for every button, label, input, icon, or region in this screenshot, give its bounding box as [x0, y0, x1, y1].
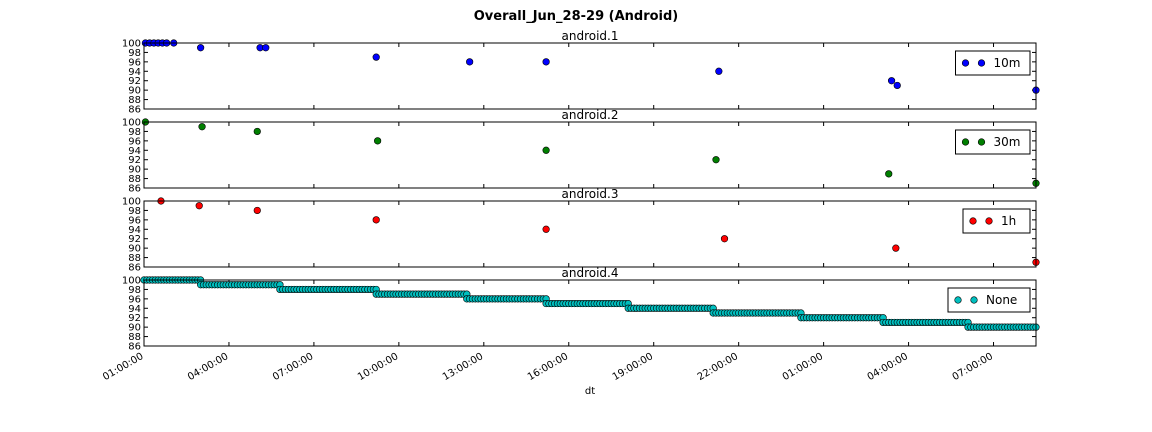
- panel-title: android.1: [562, 29, 619, 43]
- data-point: [253, 206, 261, 215]
- data-point: [197, 44, 205, 52]
- y-tick-label: 96: [128, 136, 141, 147]
- legend-marker: [985, 217, 993, 225]
- data-point: [372, 53, 380, 61]
- y-tick-label: 98: [128, 206, 141, 217]
- data-point: [198, 123, 206, 131]
- plot-frame: [143, 121, 1037, 189]
- x-tick-label: 22:00:00: [696, 351, 740, 383]
- panel-title: android.2: [562, 108, 619, 122]
- legend-box: [947, 287, 1031, 313]
- data-point: [466, 58, 474, 66]
- legend-marker: [977, 138, 986, 146]
- y-tick-label: 86: [128, 105, 141, 116]
- panel-title: android.3: [562, 187, 619, 201]
- legend-label: 30m: [994, 135, 1021, 149]
- legend: None: [947, 287, 1031, 313]
- data-point: [720, 235, 729, 243]
- x-axis: 01:00:00 04:00:00 07:00:00 10:00:00 13:00:00…: [101, 351, 995, 383]
- x-tick-label: 04:00:00: [186, 351, 230, 383]
- legend-marker: [961, 59, 970, 67]
- y-tick-label: 90: [128, 86, 141, 97]
- y-tick-label: 100: [122, 276, 141, 287]
- plot-frame: [143, 42, 1037, 110]
- x-axis-label: dt: [585, 386, 595, 397]
- x-tick-label: 13:00:00: [441, 351, 485, 383]
- data-point: [542, 146, 550, 154]
- legend: 1h: [962, 208, 1031, 234]
- y-tick-label: 88: [128, 174, 141, 185]
- data-point: [542, 225, 550, 233]
- legend-marker: [969, 217, 977, 225]
- y-tick-label: 100: [122, 39, 141, 50]
- data-point: [372, 216, 380, 224]
- y-tick-label: 92: [128, 155, 141, 166]
- y-tick-label: 94: [128, 225, 141, 236]
- y-tick-label: 92: [128, 76, 141, 87]
- x-tick-label: 16:00:00: [526, 351, 570, 383]
- y-tick-label: 86: [128, 263, 141, 274]
- y-tick-label: 94: [128, 146, 141, 157]
- y-tick-label: 92: [128, 234, 141, 245]
- legend: 30m: [955, 129, 1031, 155]
- legend-marker: [977, 59, 986, 67]
- y-tick-label: 90: [128, 323, 141, 334]
- y-tick-label: 96: [128, 294, 141, 305]
- y-tick-label: 96: [128, 215, 141, 226]
- y-tick-label: 86: [128, 342, 141, 353]
- data-point: [712, 156, 720, 164]
- data-point: [374, 137, 382, 145]
- legend-label: 1h: [1001, 214, 1016, 228]
- legend-marker: [970, 296, 978, 304]
- figure-title: Overall_Jun_28-29 (Android): [474, 9, 679, 24]
- data-point: [262, 44, 270, 52]
- x-tick-label: 04:00:00: [866, 351, 910, 383]
- x-tick-label: 19:00:00: [611, 351, 655, 383]
- legend-label: None: [986, 293, 1017, 307]
- x-tick-label: 07:00:00: [951, 351, 995, 383]
- y-tick-label: 88: [128, 332, 141, 343]
- y-tick-label: 90: [128, 165, 141, 176]
- data-point: [542, 58, 550, 66]
- x-tick-label: 01:00:00: [781, 351, 825, 383]
- x-tick-label: 10:00:00: [356, 351, 400, 383]
- data-point: [892, 244, 900, 252]
- legend-label: 10m: [994, 56, 1021, 70]
- legend-marker: [954, 296, 962, 304]
- data-point: [893, 81, 901, 90]
- y-tick-label: 98: [128, 48, 141, 59]
- plot-frame: [143, 200, 1037, 268]
- y-tick-label: 98: [128, 285, 141, 296]
- y-tick-label: 88: [128, 95, 141, 106]
- panel-title: android.4: [562, 266, 619, 280]
- y-tick-label: 92: [128, 313, 141, 324]
- y-tick-label: 100: [122, 197, 141, 208]
- x-tick-label: 01:00:00: [101, 351, 145, 383]
- panels: android.18688909294969810010mandroid.286…: [122, 29, 1040, 353]
- y-tick-label: 90: [128, 244, 141, 255]
- data-point: [885, 170, 893, 178]
- y-tick-label: 94: [128, 304, 141, 315]
- y-tick-label: 98: [128, 127, 141, 138]
- data-point: [715, 67, 723, 75]
- y-tick-label: 86: [128, 184, 141, 195]
- y-tick-label: 96: [128, 57, 141, 68]
- data-point: [253, 127, 261, 136]
- data-point: [887, 77, 896, 85]
- plot-frame: [143, 279, 1037, 347]
- y-tick-label: 94: [128, 67, 141, 78]
- x-tick-label: 07:00:00: [271, 351, 315, 383]
- data-point: [195, 202, 203, 210]
- legend-marker: [961, 138, 970, 146]
- y-tick-label: 88: [128, 253, 141, 264]
- legend: 10m: [955, 50, 1031, 76]
- y-tick-label: 100: [122, 118, 141, 129]
